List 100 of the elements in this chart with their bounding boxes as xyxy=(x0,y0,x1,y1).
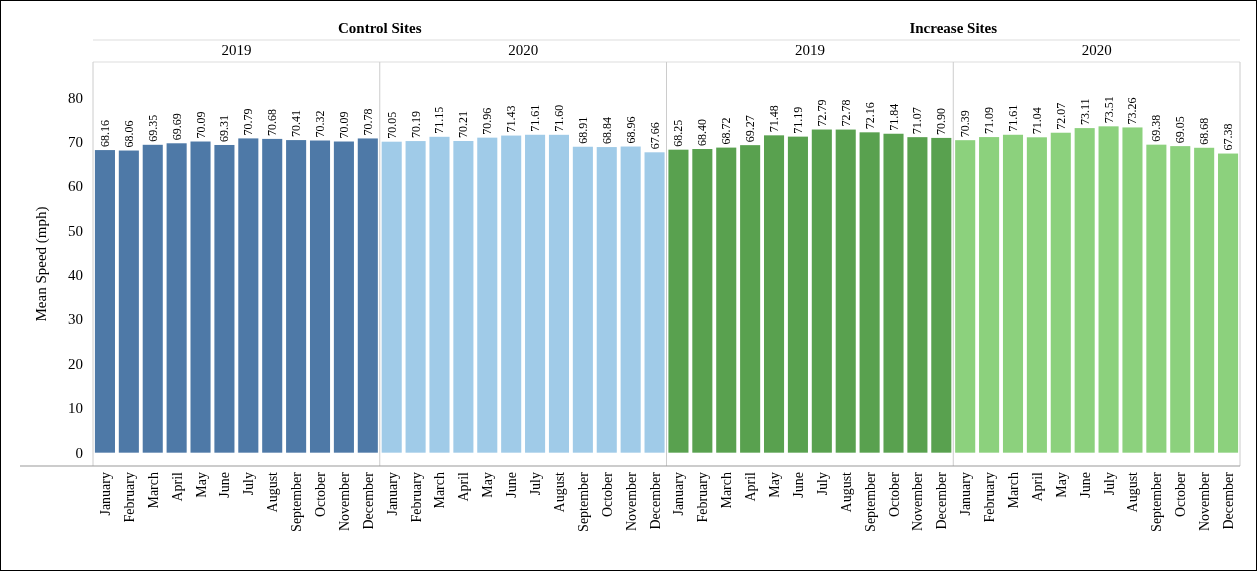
data-label: 68.91 xyxy=(575,116,590,144)
bar xyxy=(142,144,163,453)
x-tick-label: August xyxy=(265,471,281,513)
data-label: 71.60 xyxy=(551,104,566,132)
bar xyxy=(94,150,115,453)
bar xyxy=(835,129,856,453)
bar xyxy=(405,141,426,453)
text: 2020 xyxy=(508,42,539,58)
y-tick-label: 70 xyxy=(68,133,83,150)
y-tick-label: 60 xyxy=(68,178,83,195)
bar xyxy=(333,141,354,453)
x-tick-label: March xyxy=(432,472,448,509)
bar xyxy=(979,137,1000,453)
x-tick-label: July xyxy=(241,472,257,496)
x-tick-label: August xyxy=(551,471,567,513)
data-label: 68.68 xyxy=(1197,117,1212,145)
x-tick-label: December xyxy=(647,471,663,530)
x-tick-label: September xyxy=(575,471,591,532)
y-tick-label: 50 xyxy=(68,222,83,239)
data-label: 68.40 xyxy=(695,119,710,147)
bar xyxy=(477,137,498,453)
x-tick-label: January xyxy=(384,472,400,516)
x-tick-label: August xyxy=(838,471,854,513)
bar xyxy=(764,135,785,453)
data-label: 70.90 xyxy=(934,107,949,135)
bar xyxy=(1026,137,1047,453)
bar xyxy=(286,140,307,453)
x-tick-label: September xyxy=(289,471,305,532)
x-tick-label: May xyxy=(480,472,496,498)
bar xyxy=(620,146,641,453)
data-label: 72.16 xyxy=(862,102,877,130)
x-tick-label: May xyxy=(193,472,209,498)
bar xyxy=(238,138,259,453)
bar xyxy=(955,140,976,453)
x-tick-label: January xyxy=(97,472,113,516)
bar xyxy=(548,134,569,453)
y-axis-title: Mean Speed (mph) xyxy=(33,206,50,322)
bar xyxy=(190,141,211,453)
data-label: 68.84 xyxy=(599,117,614,145)
x-tick-label: March xyxy=(145,472,161,509)
bar xyxy=(596,147,617,453)
bar xyxy=(1002,134,1024,453)
bar xyxy=(572,146,593,453)
x-tick-label: March xyxy=(719,472,735,509)
data-label: 70.21 xyxy=(456,110,471,138)
x-tick-label: November xyxy=(910,471,926,532)
text: Control Sites xyxy=(338,20,422,36)
bar xyxy=(309,140,331,453)
text: 2020 xyxy=(1081,42,1112,58)
data-label: 71.84 xyxy=(886,103,901,131)
bar xyxy=(1218,153,1239,453)
data-label: 71.15 xyxy=(432,106,447,134)
y-tick-label: 10 xyxy=(68,400,83,417)
data-label: 69.69 xyxy=(169,113,184,141)
data-label: 72.79 xyxy=(814,99,829,127)
data-label: 73.11 xyxy=(1077,98,1092,126)
bar xyxy=(357,138,378,453)
data-label: 72.78 xyxy=(838,99,853,127)
bar xyxy=(1170,146,1191,453)
x-tick-label: June xyxy=(1077,472,1093,498)
x-tick-label: October xyxy=(599,471,615,518)
data-label: 71.09 xyxy=(982,107,997,135)
bar xyxy=(525,134,546,453)
data-label: 70.39 xyxy=(958,110,973,138)
x-tick-label: April xyxy=(1029,471,1045,502)
x-tick-label: February xyxy=(121,472,137,523)
x-tick-label: January xyxy=(671,472,687,516)
x-tick-label: February xyxy=(695,472,711,523)
data-label: 69.27 xyxy=(743,115,758,143)
data-label: 68.72 xyxy=(719,117,734,145)
x-tick-label: October xyxy=(886,471,902,518)
x-tick-label: April xyxy=(456,471,472,502)
bar xyxy=(1122,127,1143,453)
data-label: 73.26 xyxy=(1125,97,1140,125)
bar xyxy=(716,147,737,453)
data-label: 70.96 xyxy=(480,107,495,135)
bar xyxy=(811,129,832,453)
data-label: 72.07 xyxy=(1053,102,1068,130)
x-tick-label: December xyxy=(1221,471,1237,530)
x-tick-label: December xyxy=(934,471,950,530)
data-label: 73.51 xyxy=(1101,96,1116,124)
data-label: 70.19 xyxy=(408,111,423,139)
x-tick-label: May xyxy=(1053,472,1069,498)
bar xyxy=(668,149,689,453)
bar xyxy=(883,133,904,453)
data-label: 70.41 xyxy=(289,110,304,138)
data-label: 70.78 xyxy=(360,108,375,136)
x-tick-label: November xyxy=(336,471,352,532)
y-tick-label: 80 xyxy=(68,89,83,106)
x-tick-label: July xyxy=(528,472,544,496)
bar xyxy=(429,136,450,453)
data-label: 70.79 xyxy=(241,108,256,136)
data-label: 69.35 xyxy=(145,114,160,142)
x-tick-label: October xyxy=(1173,471,1189,518)
x-tick-label: November xyxy=(623,471,639,532)
data-label: 70.32 xyxy=(313,110,328,138)
data-label: 68.16 xyxy=(97,120,112,148)
text: 2019 xyxy=(794,42,825,58)
x-tick-label: February xyxy=(408,472,424,523)
x-tick-label: July xyxy=(814,472,830,496)
